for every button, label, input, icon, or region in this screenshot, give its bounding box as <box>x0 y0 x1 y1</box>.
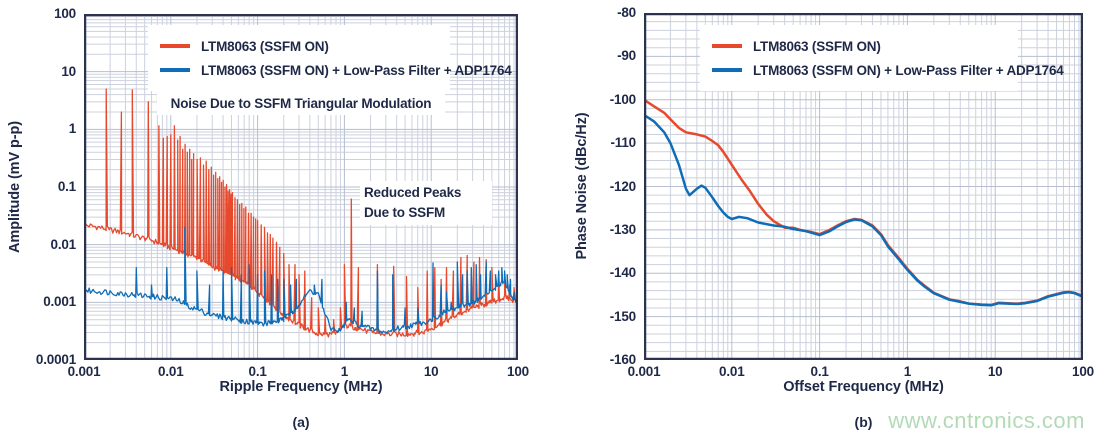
y-tick-label: -90 <box>617 48 636 64</box>
x-tick-label: 1 <box>903 364 912 379</box>
legend-line-red <box>160 44 190 48</box>
x-tick-label: 1 <box>340 364 349 379</box>
y-tick-label: -140 <box>609 265 636 281</box>
annotation-ssfm-noise: Noise Due to SSFM Triangular Modulation <box>157 91 445 115</box>
y-tick-label: 0.001 <box>43 294 76 310</box>
series-red-b <box>644 98 1083 307</box>
legend-b: LTM8063 (SSFM ON) LTM8063 (SSFM ON) + Lo… <box>700 25 1064 91</box>
x-tick-label: 100 <box>507 364 529 379</box>
annotation-reduced-peaks: Reduced Peaks Due to SSFM <box>360 181 492 225</box>
y-tick-label: 100 <box>54 6 76 21</box>
y-tick-label: -130 <box>609 221 636 237</box>
legend-label: LTM8063 (SSFM ON) <box>201 38 329 54</box>
y-tick-label: 0.1 <box>57 179 76 194</box>
legend-item: LTM8063 (SSFM ON) <box>160 39 450 54</box>
y-tick-label: -110 <box>610 135 637 151</box>
y-tick-label: -150 <box>609 308 636 324</box>
legend-line-blue <box>160 68 190 72</box>
x-tick-label: 10 <box>987 364 1003 379</box>
x-tick-label: 0.001 <box>627 364 661 379</box>
watermark: www.cntronics.com <box>888 408 1085 433</box>
y-tick-label: -160 <box>609 352 636 367</box>
x-tick-label: 100 <box>1072 364 1094 379</box>
series-blue-b <box>644 113 1083 307</box>
x-axis-title-b: Offset Frequency (MHz) <box>783 379 944 395</box>
x-tick-label: 10 <box>423 364 439 379</box>
y-tick-label: 1 <box>68 121 77 137</box>
legend-label: LTM8063 (SSFM ON) + Low-Pass Filter + AD… <box>201 62 512 78</box>
y-tick-label: -120 <box>609 178 636 194</box>
x-tick-label: 0.1 <box>248 364 267 379</box>
y-tick-label: -80 <box>617 5 636 20</box>
legend-label: LTM8063 (SSFM ON) <box>753 38 881 54</box>
legend-line-red <box>712 44 742 48</box>
y-tick-label: 10 <box>61 63 76 79</box>
series-blue-a <box>84 226 518 334</box>
x-tick-label: 0.01 <box>719 364 745 379</box>
legend-item: LTM8063 (SSFM ON) + Low-Pass Filter + AD… <box>160 63 512 78</box>
legend-label: LTM8063 (SSFM ON) + Low-Pass Filter + AD… <box>753 62 1064 78</box>
x-axis-title-a: Ripple Frequency (MHz) <box>219 379 383 395</box>
y-tick-label: 0.01 <box>50 236 77 252</box>
x-tick-label: 0.1 <box>810 364 829 379</box>
caption-b: (b) <box>854 414 873 430</box>
legend-item: LTM8063 (SSFM ON) <box>712 39 1018 54</box>
legend-a: LTM8063 (SSFM ON) LTM8063 (SSFM ON) + Lo… <box>148 25 512 91</box>
y-tick-label: -100 <box>609 91 636 107</box>
x-tick-label: 0.001 <box>67 364 101 379</box>
legend-line-blue <box>712 68 742 72</box>
legend-item: LTM8063 (SSFM ON) + Low-Pass Filter + AD… <box>712 63 1064 78</box>
y-tick-label: 0.0001 <box>35 352 76 367</box>
caption-a: (a) <box>292 414 310 430</box>
x-tick-label: 0.01 <box>158 364 184 379</box>
